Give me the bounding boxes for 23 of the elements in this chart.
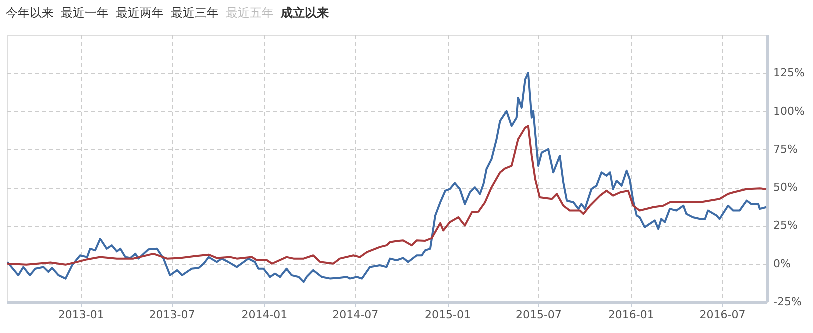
y-tick-label: 100%: [774, 104, 805, 118]
text: 最近三年: [171, 5, 219, 22]
x-tick-label: 2013-01: [58, 308, 104, 322]
y-tick-label: 50%: [774, 181, 798, 194]
y-tick-label: 125%: [774, 66, 805, 80]
text: 成立以来: [281, 5, 329, 22]
text: 今年以来: [6, 5, 54, 22]
line-series: [7, 72, 767, 284]
x-tick-label: 2016-07: [700, 308, 746, 322]
text: 最近两年: [116, 5, 164, 22]
text: 最近一年: [61, 5, 109, 22]
x-tick-label: 2015-01: [425, 308, 472, 322]
x-tick-label: 2016-01: [608, 308, 654, 322]
y-tick-label: 75%: [774, 142, 798, 156]
x-tick-label: 2014-01: [242, 308, 288, 322]
x-tick-label: 2015-07: [516, 308, 562, 322]
y-tick-label: 25%: [774, 219, 798, 232]
y-tick-label: 0%: [774, 257, 791, 270]
x-tick-label: 2013-07: [149, 308, 196, 322]
x-tick-label: 2014-07: [332, 308, 379, 322]
text: 最近五年: [226, 5, 274, 22]
line-series: [7, 125, 767, 266]
y-tick-label: -25%: [774, 296, 802, 308]
